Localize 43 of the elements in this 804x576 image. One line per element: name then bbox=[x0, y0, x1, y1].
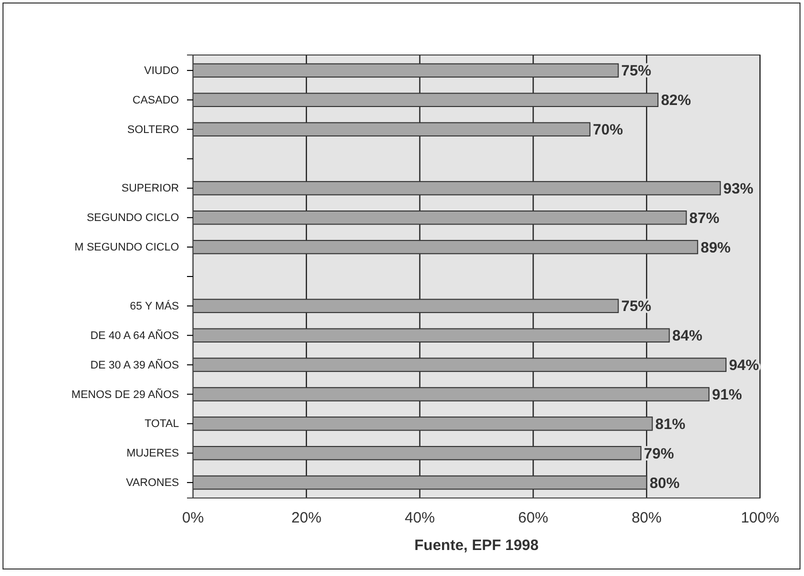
y-tick-label: DE 30 A 39 AÑOS bbox=[90, 358, 179, 372]
y-tick-label: SOLTERO bbox=[127, 124, 180, 136]
y-tick-label: CASADO bbox=[132, 94, 180, 106]
x-tick-label: 40% bbox=[404, 510, 435, 527]
bar bbox=[192, 328, 670, 342]
y-tick-label: 65 Y MÁS bbox=[130, 299, 179, 312]
x-tick-label: 0% bbox=[182, 510, 204, 527]
data-label: 93% bbox=[723, 180, 754, 198]
bar bbox=[192, 358, 726, 372]
data-label: 91% bbox=[712, 386, 742, 404]
bar bbox=[192, 387, 710, 402]
bar bbox=[192, 298, 619, 314]
x-tick-label: 20% bbox=[291, 510, 322, 527]
y-tick-label: MUJERES bbox=[126, 448, 179, 460]
data-label: 82% bbox=[660, 92, 691, 110]
bar bbox=[192, 210, 687, 225]
data-label: 70% bbox=[592, 122, 623, 139]
x-tick-label: 80% bbox=[632, 510, 662, 527]
bar bbox=[192, 446, 642, 460]
y-tick-label: SUPERIOR bbox=[122, 182, 180, 195]
data-label: 84% bbox=[672, 328, 702, 345]
data-label: 87% bbox=[689, 210, 720, 227]
y-tick-label: M SEGUNDO CICLO bbox=[74, 242, 180, 254]
y-tick-label: SEGUNDO CICLO bbox=[86, 212, 180, 224]
bar bbox=[192, 475, 648, 490]
x-tick-label: 60% bbox=[518, 510, 548, 527]
bar bbox=[192, 122, 590, 136]
data-label: 80% bbox=[650, 474, 680, 492]
y-tick-label: VARONES bbox=[126, 477, 179, 490]
bar bbox=[192, 240, 698, 254]
y-tick-label: VIUDO bbox=[144, 64, 180, 77]
y-tick-label: MENOS DE 29 AÑOS bbox=[71, 388, 179, 401]
data-label: 94% bbox=[728, 357, 760, 374]
y-tick-label: TOTAL bbox=[144, 418, 179, 430]
y-tick-label: DE 40 A 64 AÑOS bbox=[90, 328, 179, 342]
bar bbox=[192, 92, 658, 108]
x-axis-title: Fuente, EPF 1998 bbox=[414, 537, 539, 554]
bar bbox=[192, 181, 721, 196]
bar bbox=[192, 416, 653, 431]
x-tick-label: 100% bbox=[740, 510, 780, 527]
data-label: 89% bbox=[700, 239, 731, 256]
data-label: 81% bbox=[655, 416, 686, 433]
bar bbox=[192, 63, 619, 78]
